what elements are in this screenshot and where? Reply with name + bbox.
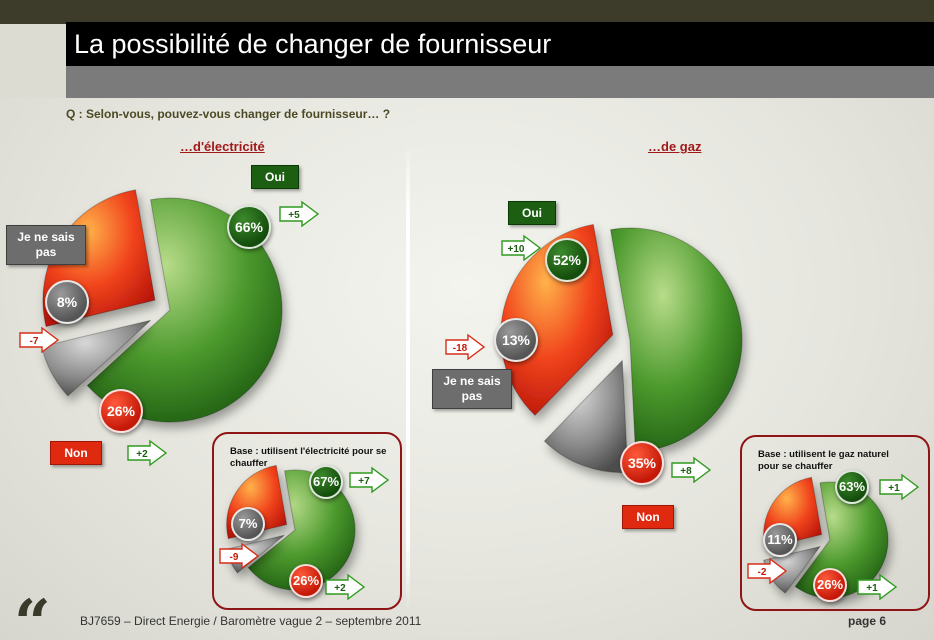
top-band — [0, 0, 934, 24]
evolution-arrow-oui-gas: +10 — [501, 234, 542, 262]
value-non-electricity: 26% — [99, 389, 143, 433]
section-divider — [406, 145, 410, 610]
evolution-arrow-jns-gas: -18 — [445, 333, 486, 361]
value-jns-gas-heating: 11% — [763, 523, 797, 557]
value-non-gas: 35% — [620, 441, 664, 485]
value-jns-electricity-heating: 7% — [231, 507, 265, 541]
value-oui-gas-heating: 63% — [835, 470, 869, 504]
value-oui-electricity-heating: 67% — [309, 465, 343, 499]
value-oui-electricity: 66% — [227, 205, 271, 249]
evolution-label-jns-gas-heating: -2 — [758, 567, 767, 578]
electricity-section-title: …d'électricité — [180, 139, 265, 154]
evolution-label-jns-electricity: -7 — [30, 336, 39, 347]
evolution-arrow-non-gas: +8 — [671, 456, 712, 484]
inset-gas-heating — [740, 435, 930, 611]
quote-logo-icon: “ — [14, 586, 51, 640]
value-oui-gas: 52% — [545, 238, 589, 282]
value-jns-electricity: 8% — [45, 280, 89, 324]
label-jns-electricity: Je ne sais pas — [6, 225, 86, 265]
question-text: Q : Selon-vous, pouvez-vous changer de f… — [66, 107, 391, 121]
evolution-label-jns-gas: -18 — [453, 343, 468, 354]
evolution-arrow-oui-electricity: +5 — [279, 200, 320, 228]
evolution-label-oui-electricity: +5 — [288, 210, 300, 221]
evolution-arrow-oui-electricity-heating: +7 — [349, 466, 390, 494]
label-jns-gas: Je ne sais pas — [432, 369, 512, 409]
evolution-arrow-jns-electricity-heating: -9 — [219, 542, 260, 570]
page-title: La possibilité de changer de fournisseur — [66, 22, 934, 66]
evolution-label-non-gas: +8 — [680, 466, 692, 477]
inset-gas-base: Base : utilisent le gaz naturel pour se … — [758, 449, 889, 472]
value-jns-gas: 13% — [494, 318, 538, 362]
evolution-arrow-jns-gas-heating: -2 — [747, 557, 788, 585]
inset-electricity-heating — [212, 432, 402, 610]
pie-slice-oui — [609, 227, 743, 453]
left-band — [0, 24, 66, 98]
label-oui-gas: Oui — [508, 201, 556, 225]
label-non-gas: Non — [622, 505, 674, 529]
evolution-arrow-oui-gas-heating: +1 — [879, 473, 920, 501]
evolution-arrow-jns-electricity: -7 — [19, 326, 60, 354]
inset-electricity-base: Base : utilisent l'électricité pour se c… — [230, 446, 387, 469]
evolution-label-oui-electricity-heating: +7 — [358, 476, 370, 487]
evolution-arrow-non-electricity-heating: +2 — [325, 573, 366, 601]
value-non-gas-heating: 26% — [813, 568, 847, 602]
evolution-label-non-gas-heating: +1 — [866, 583, 878, 594]
label-oui-electricity: Oui — [251, 165, 299, 189]
footer-text: BJ7659 – Direct Energie / Baromètre vagu… — [80, 614, 422, 628]
evolution-label-oui-gas: +10 — [508, 244, 525, 255]
gas-section-title: …de gaz — [648, 139, 702, 154]
evolution-label-non-electricity: +2 — [136, 449, 148, 460]
evolution-arrow-non-electricity: +2 — [127, 439, 168, 467]
title-underbar — [66, 66, 934, 98]
evolution-label-jns-electricity-heating: -9 — [230, 552, 239, 563]
label-non-electricity: Non — [50, 441, 102, 465]
page-number: page 6 — [848, 614, 887, 628]
evolution-label-non-electricity-heating: +2 — [334, 583, 346, 594]
evolution-arrow-non-gas-heating: +1 — [857, 573, 898, 601]
pie-slice-oui — [86, 197, 283, 423]
value-non-electricity-heating: 26% — [289, 564, 323, 598]
evolution-label-oui-gas-heating: +1 — [888, 483, 900, 494]
